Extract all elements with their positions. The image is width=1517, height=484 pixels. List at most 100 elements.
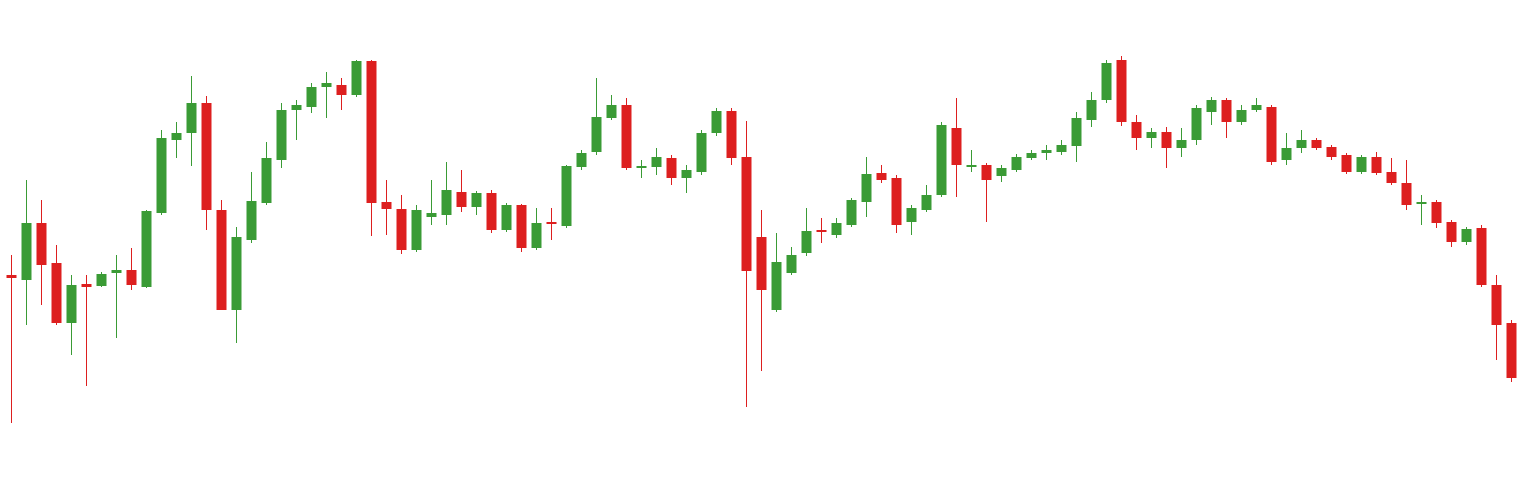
candle-body <box>1221 100 1232 122</box>
candle-body <box>111 270 122 273</box>
candle-body <box>216 210 227 310</box>
candle-body <box>366 61 377 203</box>
candle-body <box>231 237 242 310</box>
candle-body <box>576 153 587 167</box>
candle-body <box>906 208 917 222</box>
candle-body <box>1236 110 1247 122</box>
candle-body <box>1326 147 1337 157</box>
candle-body <box>1311 140 1322 148</box>
candle-body <box>246 201 257 240</box>
candle-body <box>516 205 527 248</box>
candle-body <box>666 158 677 178</box>
candle-body <box>756 237 767 290</box>
candle-body <box>831 223 842 235</box>
candle-body <box>1401 183 1412 205</box>
candle-body <box>966 165 977 167</box>
candle-body <box>6 275 17 278</box>
candle-body <box>651 157 662 167</box>
candle-body <box>396 209 407 250</box>
candle-body <box>336 85 347 95</box>
candle-body <box>1461 229 1472 242</box>
candle-body <box>951 128 962 165</box>
candle-body <box>321 83 332 87</box>
candle-body <box>741 157 752 271</box>
candle-body <box>411 210 422 250</box>
candle-body <box>546 222 557 224</box>
candle-body <box>696 133 707 172</box>
candle-body <box>1281 148 1292 160</box>
candle-body <box>531 223 542 248</box>
candle-body <box>51 263 62 323</box>
candle-body <box>81 284 92 287</box>
candle-body <box>1041 150 1052 153</box>
candle-body <box>126 270 137 285</box>
candle-body <box>1026 153 1037 158</box>
candle-body <box>351 61 362 95</box>
candle-body <box>96 274 107 286</box>
candle-body <box>1056 145 1067 152</box>
candle-body <box>1266 107 1277 162</box>
candle-body <box>1251 105 1262 110</box>
candle-body <box>921 195 932 210</box>
candle-body <box>471 193 482 207</box>
candle-body <box>846 200 857 225</box>
candle-body <box>621 105 632 168</box>
candle-body <box>201 103 212 210</box>
candle-body <box>1371 157 1382 173</box>
candle-body <box>1116 60 1127 122</box>
candle-body <box>1101 63 1112 100</box>
candle-body <box>1161 132 1172 148</box>
candle-body <box>1086 100 1097 120</box>
candle-body <box>816 230 827 232</box>
candle-body <box>276 110 287 160</box>
candle-body <box>261 158 272 203</box>
candle-body <box>1131 122 1142 138</box>
candle-body <box>981 165 992 180</box>
candle-body <box>1386 172 1397 183</box>
candle-body <box>156 138 167 213</box>
candle-body <box>786 255 797 273</box>
candle-body <box>1206 100 1217 112</box>
candle-body <box>1446 222 1457 242</box>
candle-body <box>591 117 602 152</box>
candle-body <box>1176 140 1187 148</box>
candle-body <box>1191 108 1202 140</box>
candle-body <box>141 211 152 287</box>
candle-body <box>21 223 32 280</box>
candle-body <box>636 166 647 168</box>
candle-body <box>1431 202 1442 223</box>
candle-body <box>711 111 722 133</box>
candle-body <box>306 87 317 107</box>
candle-body <box>801 231 812 253</box>
candle-body <box>1071 118 1082 146</box>
candle-body <box>456 192 467 207</box>
candle-body <box>861 174 872 202</box>
candle-body <box>441 190 452 215</box>
candle-body <box>936 125 947 195</box>
candle-body <box>486 193 497 230</box>
candle-body <box>1491 285 1502 325</box>
candle-body <box>171 133 182 140</box>
candle-body <box>1341 155 1352 172</box>
candle-body <box>501 205 512 230</box>
candle-body <box>1356 157 1367 172</box>
candle-body <box>1296 140 1307 148</box>
candle-body <box>681 170 692 178</box>
candle-body <box>381 202 392 209</box>
candle-body <box>1506 323 1517 378</box>
candle-body <box>1416 202 1427 204</box>
candle-body <box>66 285 77 323</box>
candle-body <box>876 173 887 180</box>
candle-body <box>561 166 572 226</box>
candle-body <box>291 105 302 110</box>
candle-body <box>1011 157 1022 170</box>
candle-body <box>426 213 437 217</box>
candle-body <box>1146 132 1157 138</box>
candle-body <box>891 178 902 225</box>
candle-body <box>996 168 1007 176</box>
candle-body <box>186 103 197 133</box>
candle-body <box>606 105 617 118</box>
candle-body <box>771 262 782 310</box>
